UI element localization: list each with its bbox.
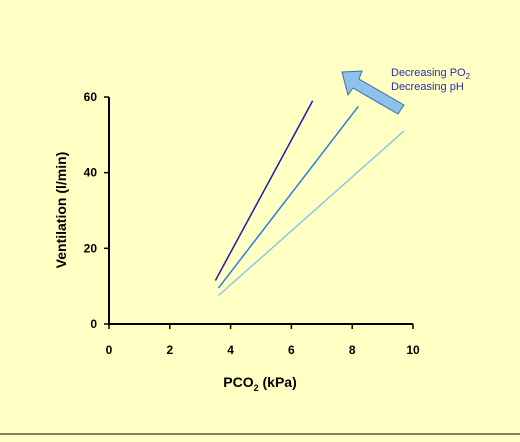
y-tick-label: 20 [84, 241, 98, 255]
x-tick-label: 6 [288, 343, 295, 357]
x-axis-title: PCO2 (kPa) [223, 374, 296, 393]
x-tick-label: 8 [349, 343, 356, 357]
annotation-line-1-subscript: 2 [466, 72, 471, 81]
x-axis-title-tail: (kPa) [259, 374, 297, 390]
series-line-2 [217, 106, 359, 289]
annotation-line-2: Decreasing pH [391, 81, 464, 93]
series-line-1 [214, 100, 314, 281]
axes-layer [108, 97, 413, 325]
y-axis-title: Ventilation (l/min) [53, 152, 69, 269]
x-tick-label: 2 [166, 343, 173, 357]
annotation-line-1: Decreasing PO2 [391, 67, 471, 81]
ticks-layer: 0 2 4 6 8 10 0 20 40 60 [84, 90, 420, 357]
annotation-line-1-main: Decreasing PO [391, 67, 466, 79]
left-arrow-icon [341, 70, 405, 115]
x-tick-label: 0 [106, 343, 113, 357]
x-tick-label: 4 [227, 343, 234, 357]
series-layer [214, 100, 405, 297]
y-tick-label: 0 [90, 317, 97, 331]
y-tick-label: 40 [84, 166, 98, 180]
series-line-3 [217, 130, 405, 297]
y-tick-label: 60 [84, 90, 98, 104]
x-tick-label: 10 [406, 343, 420, 357]
x-axis-title-subscript: 2 [254, 383, 259, 393]
x-axis-title-main: PCO [223, 374, 253, 390]
